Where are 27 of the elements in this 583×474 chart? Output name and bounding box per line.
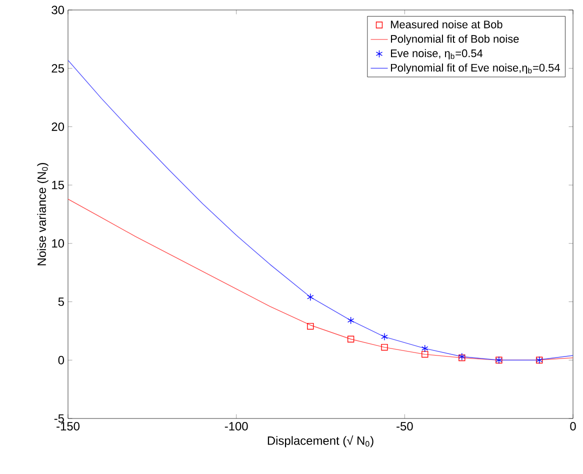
point xyxy=(347,336,354,342)
x-axis-title: Displacement (√ N$_{0}$) xyxy=(268,435,374,448)
line-series xyxy=(68,60,574,360)
y-tick-label: 20 xyxy=(52,122,64,131)
legend-label: Eve noise, η$_{b}$=0.54 xyxy=(391,49,483,60)
y-tick-label: -5 xyxy=(54,414,64,423)
x-tick-label: -100 xyxy=(224,422,248,430)
y-axis-title: Noise variance (N$_{0}$) xyxy=(37,163,48,266)
point xyxy=(347,316,354,324)
x-tick-label: -50 xyxy=(396,422,413,430)
y-tick-label: 5 xyxy=(58,298,64,306)
legend-label: Polynomial fit of Eve noise,η$_{b}$=0.54 xyxy=(391,64,560,74)
point xyxy=(422,344,428,352)
point xyxy=(307,322,314,330)
x-tick-label: 0 xyxy=(570,422,576,430)
y-tick-label: 15 xyxy=(52,180,64,190)
legend-label: Polynomial fit of Bob noise xyxy=(391,34,519,45)
legend-label: Measured noise at Bob xyxy=(391,20,502,28)
point xyxy=(422,350,428,358)
y-tick-label: 25 xyxy=(52,64,64,73)
y-tick-label: 10 xyxy=(52,239,64,248)
y-tick-label: 30 xyxy=(52,6,64,14)
point xyxy=(381,332,388,341)
x-tick-label: -150 xyxy=(56,422,80,430)
point xyxy=(381,344,388,351)
y-tick-label: 0 xyxy=(58,356,64,364)
point xyxy=(307,293,314,301)
